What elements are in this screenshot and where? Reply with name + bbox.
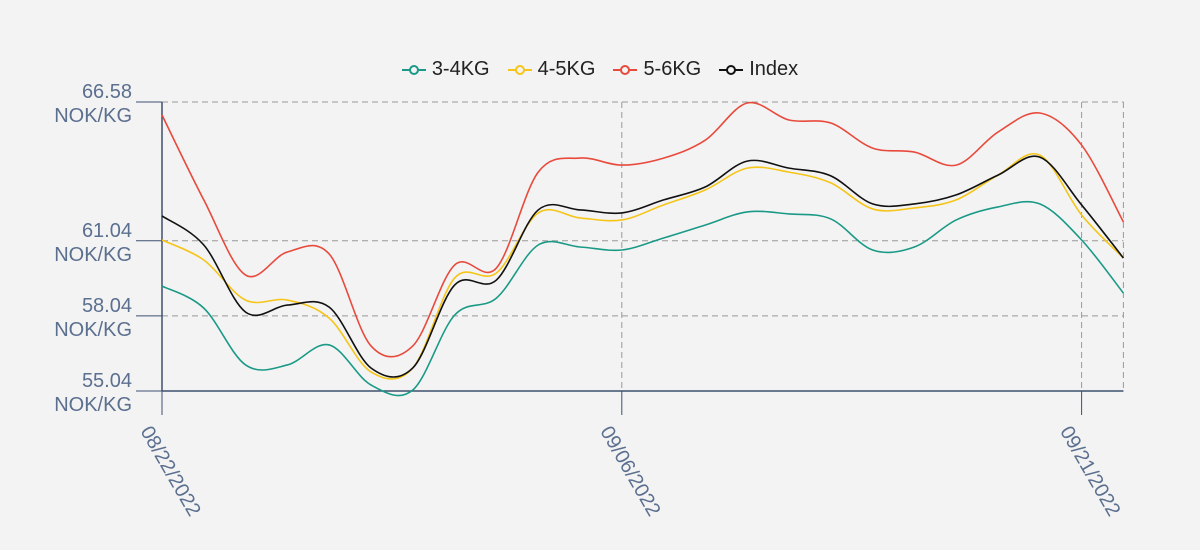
x-tick-label: 08/22/2022	[136, 423, 205, 521]
x-tick-label: 09/06/2022	[595, 423, 664, 521]
legend-item[interactable]: Index	[719, 58, 798, 81]
y-tick-label: 58.04 NOK/KG	[54, 294, 132, 341]
line	[161, 155, 1125, 378]
y-tick-label: 61.04 NOK/KG	[54, 219, 132, 266]
x-tick-label: 09/21/2022	[1055, 423, 1124, 521]
legend-marker	[613, 64, 638, 75]
legend-item[interactable]: 5-6KG	[613, 58, 701, 81]
line	[161, 152, 1124, 380]
legend-label: 3-4KG	[431, 58, 490, 80]
legend-marker	[719, 64, 744, 75]
legend-item[interactable]: 3-4KG	[401, 58, 490, 81]
line	[161, 101, 1125, 358]
legend-marker	[507, 64, 532, 75]
legend-label: Index	[749, 58, 799, 80]
legend-label: 5-6KG	[643, 58, 702, 80]
line	[161, 200, 1125, 397]
y-tick-label: 66.58 NOK/KG	[54, 81, 132, 127]
legend-marker	[401, 64, 426, 75]
legend-label: 4-5KG	[537, 58, 596, 80]
legend-item[interactable]: 4-5KG	[507, 58, 596, 81]
y-tick-label: 55.04 NOK/KG	[54, 370, 132, 416]
legend: 3-4KG 4-5KG 5-6KG Index	[0, 58, 1200, 81]
